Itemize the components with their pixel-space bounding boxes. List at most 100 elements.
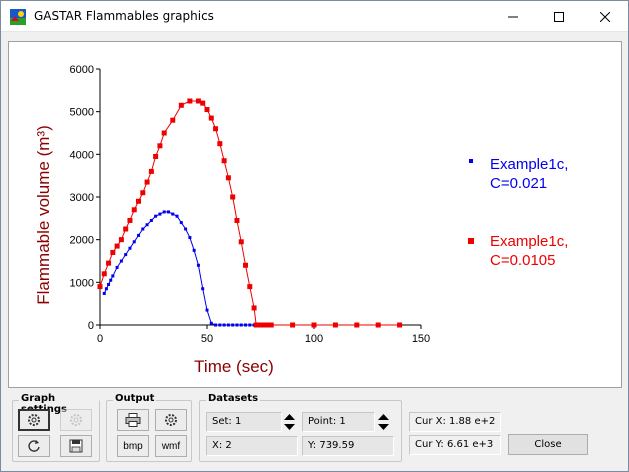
y-tick-label: 3000 [70, 192, 94, 204]
data-point [179, 221, 183, 225]
legend-marker-red [468, 238, 474, 244]
data-point [153, 153, 159, 159]
data-point [247, 284, 253, 290]
data-point [140, 190, 146, 196]
data-point [244, 323, 248, 327]
data-point [188, 236, 192, 240]
data-point [221, 158, 227, 164]
minimize-icon [508, 16, 518, 17]
y-tick-label: 5000 [70, 107, 94, 119]
data-point [178, 102, 184, 108]
chart-axes: 0 1000 2000 3000 4000 5000 6000 0 50 100 150 [70, 64, 431, 345]
data-point [106, 260, 112, 266]
data-point [204, 107, 210, 113]
printer-icon [125, 413, 141, 427]
data-point [200, 100, 206, 106]
data-point [248, 323, 252, 327]
data-point [101, 271, 107, 277]
data-point [114, 243, 120, 249]
data-point [214, 323, 218, 327]
data-point [162, 210, 166, 214]
x-tick-label: 50 [201, 333, 213, 345]
data-point [136, 198, 142, 204]
close-window-button[interactable] [582, 1, 628, 32]
data-point [222, 323, 226, 327]
data-point [137, 233, 141, 237]
data-point [118, 237, 124, 243]
close-button[interactable]: Close [508, 434, 588, 455]
set-field[interactable]: Set: 1 [206, 412, 282, 432]
save-button[interactable] [60, 435, 92, 457]
window-title: GASTAR Flammables graphics [34, 9, 214, 23]
settings-disabled-button[interactable] [60, 409, 92, 431]
data-point [354, 322, 360, 328]
data-point [375, 322, 381, 328]
legend-marker-blue [469, 159, 473, 163]
data-point [104, 287, 108, 291]
y-tick-label: 6000 [70, 64, 94, 76]
data-point [154, 214, 158, 218]
data-point [166, 210, 170, 214]
data-point [110, 249, 116, 255]
wmf-button[interactable]: wmf [155, 435, 187, 457]
maximize-icon [554, 11, 564, 22]
gear-icon [165, 414, 177, 426]
data-point [264, 322, 270, 328]
y-tick-label: 0 [88, 320, 94, 332]
data-point [145, 223, 149, 227]
data-point [161, 130, 167, 136]
data-point [230, 194, 236, 200]
gear-icon [70, 414, 82, 426]
data-point [234, 217, 240, 223]
data-point [158, 212, 162, 216]
data-point [107, 282, 111, 286]
data-point [218, 323, 222, 327]
data-point [196, 263, 200, 267]
point-spinner[interactable] [376, 413, 391, 431]
data-point [171, 212, 175, 216]
data-point [97, 284, 103, 290]
data-point [170, 117, 176, 123]
maximize-button[interactable] [536, 1, 582, 32]
data-point [119, 259, 123, 263]
point-field[interactable]: Point: 1 [302, 412, 375, 432]
x-value-field: X: 2 [206, 436, 298, 456]
data-point [184, 227, 188, 231]
data-point [238, 239, 244, 245]
data-point [201, 287, 205, 291]
x-tick-label: 150 [412, 333, 430, 345]
data-point [225, 175, 231, 181]
data-point [213, 126, 219, 132]
data-point [290, 322, 296, 328]
data-point [175, 214, 179, 218]
data-point [111, 274, 115, 278]
y-tick-label: 4000 [70, 149, 94, 161]
settings-button[interactable] [18, 409, 50, 431]
datasets-label: Datasets [206, 393, 261, 404]
data-point [397, 322, 403, 328]
y-tick-label: 1000 [70, 277, 94, 289]
minimize-button[interactable] [490, 1, 536, 32]
y-axis-label: Flammable volume (m³) [34, 125, 53, 304]
legend-label-series-1-line2: C=0.021 [490, 175, 547, 192]
data-point [187, 98, 193, 104]
output-group: Output bmp wmf [106, 393, 192, 462]
bmp-button[interactable]: bmp [117, 435, 149, 457]
chart-legend: Example1c, C=0.021 Example1c, C=0.0105 [468, 156, 568, 269]
data-point [148, 168, 154, 174]
plot-area[interactable]: 0 1000 2000 3000 4000 5000 6000 0 50 100 150 Time … [8, 41, 622, 388]
set-spinner[interactable] [282, 413, 297, 431]
output-settings-button[interactable] [155, 409, 187, 431]
refresh-button[interactable] [18, 435, 50, 457]
x-tick-label: 100 [305, 333, 323, 345]
title-bar[interactable]: GASTAR Flammables graphics [1, 1, 628, 32]
y-tick-label: 2000 [70, 235, 94, 247]
x-tick-label: 0 [97, 333, 103, 345]
cursor-x-readout: Cur X: 1.88 e+2 [409, 412, 501, 432]
data-point [231, 323, 235, 327]
print-button[interactable] [117, 409, 149, 431]
data-point [251, 305, 257, 311]
data-point [243, 262, 249, 268]
gear-icon [28, 414, 40, 426]
